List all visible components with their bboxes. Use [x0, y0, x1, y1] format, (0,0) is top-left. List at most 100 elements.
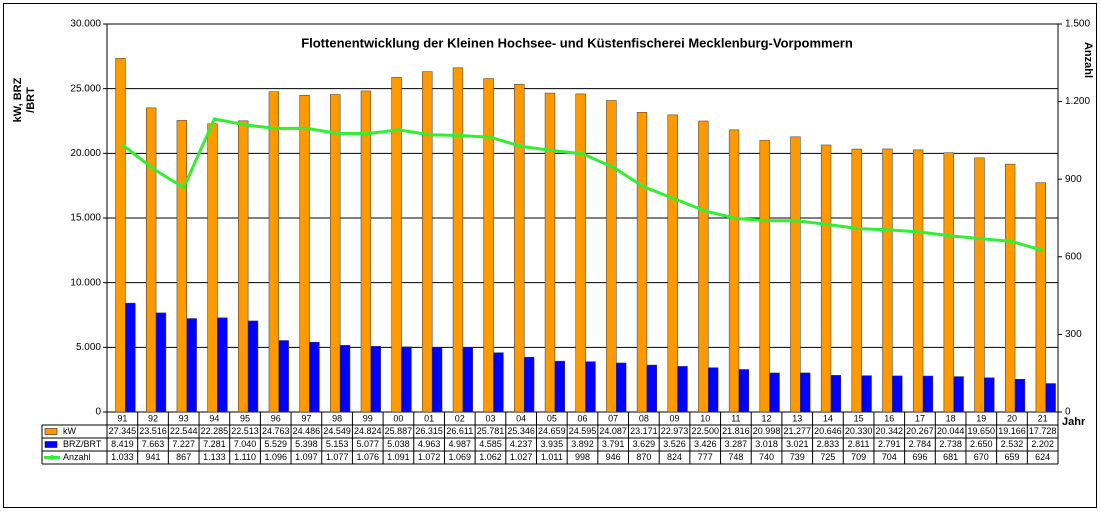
- table-value: 26.315: [415, 426, 443, 436]
- table-value: 681: [943, 452, 958, 462]
- x-tick-label: 15: [854, 413, 864, 423]
- x-tick-label: 07: [608, 413, 618, 423]
- bar: [943, 152, 954, 413]
- bar: [483, 78, 494, 413]
- table-value: 670: [974, 452, 989, 462]
- x-tick-label: 09: [670, 413, 680, 423]
- x-tick-label: 02: [455, 413, 465, 423]
- table-value: 5.038: [387, 439, 410, 449]
- bar: [820, 144, 832, 413]
- table-value: 1.096: [264, 452, 287, 462]
- bar: [1035, 182, 1046, 413]
- table-value: 2.532: [1001, 439, 1024, 449]
- bar: [677, 366, 688, 413]
- x-tick-label: 19: [976, 413, 986, 423]
- table-value: 946: [606, 452, 621, 462]
- y-tick-label: 20.000: [70, 148, 101, 159]
- table-value: 1.062: [479, 452, 502, 462]
- x-tick-label: 91: [117, 413, 127, 423]
- bar: [953, 376, 964, 413]
- x-tick-label: 12: [762, 413, 772, 423]
- table-value: 25.781: [477, 426, 505, 436]
- bar: [452, 67, 464, 413]
- bar: [575, 93, 586, 413]
- table-value: 25.887: [385, 426, 413, 436]
- table-value: 5.529: [264, 439, 287, 449]
- table-value: 3.892: [571, 439, 594, 449]
- table-value: 2.791: [878, 439, 901, 449]
- y2-tick-label: 1.500: [1065, 19, 1090, 30]
- table-value: 20.330: [845, 426, 873, 436]
- x-tick-label: 17: [915, 413, 925, 423]
- x-tick-label: 08: [639, 413, 649, 423]
- bar: [330, 94, 341, 413]
- x-tick-label: 03: [485, 413, 495, 423]
- table-value: 1.097: [295, 452, 318, 462]
- table-value: 24.824: [354, 426, 382, 436]
- table-value: 2.833: [817, 439, 840, 449]
- legend-key: [44, 428, 58, 435]
- bar: [391, 76, 402, 413]
- bar: [800, 372, 811, 413]
- table-value: 4.585: [479, 439, 502, 449]
- x-tick-label: 95: [240, 413, 250, 423]
- x-tick-label: 96: [271, 413, 281, 423]
- table-value: 725: [820, 452, 835, 462]
- table-value: 27.345: [109, 426, 137, 436]
- x-tick-label: 16: [884, 413, 894, 423]
- table-value: 17.728: [1029, 426, 1057, 436]
- table-value: 22.544: [170, 426, 198, 436]
- table-value: 1.069: [449, 452, 472, 462]
- table-value: 23.171: [630, 426, 658, 436]
- bar: [912, 149, 924, 413]
- table-value: 3.935: [541, 439, 564, 449]
- bar: [146, 107, 157, 413]
- table-value: 1.076: [356, 452, 379, 462]
- table-value: 22.500: [691, 426, 719, 436]
- table-value: 20.044: [937, 426, 965, 436]
- table-value: 22.285: [201, 426, 229, 436]
- table-value: 824: [667, 452, 682, 462]
- table-value: 4.237: [510, 439, 533, 449]
- x-tick-label: 14: [823, 413, 833, 423]
- legend-label: BRZ/BRT: [63, 439, 102, 449]
- bar: [1004, 163, 1016, 413]
- x-tick-label: 13: [792, 413, 802, 423]
- table-value: 3.287: [725, 439, 748, 449]
- table-value: 1.033: [111, 452, 134, 462]
- bar: [268, 91, 280, 413]
- bar: [125, 302, 136, 413]
- table-value: 998: [575, 452, 590, 462]
- table-value: 1.077: [326, 452, 349, 462]
- bar: [698, 120, 709, 413]
- x-axis-label: Jahr: [1062, 416, 1086, 428]
- x-tick-label: 01: [424, 413, 434, 423]
- x-tick-label: 00: [393, 413, 403, 423]
- table-value: 739: [790, 452, 805, 462]
- y-tick-label: 25.000: [70, 83, 101, 94]
- bar: [769, 372, 780, 413]
- table-value: 25.346: [507, 426, 535, 436]
- table-value: 1.110: [234, 452, 256, 462]
- table-value: 1.133: [203, 452, 226, 462]
- table-value: 20.646: [814, 426, 842, 436]
- x-tick-label: 20: [1007, 413, 1017, 423]
- x-tick-label: 06: [577, 413, 587, 423]
- table-value: 8.419: [111, 439, 134, 449]
- x-tick-label: 99: [363, 413, 373, 423]
- bar: [176, 120, 188, 413]
- table-value: 24.087: [599, 426, 627, 436]
- bar: [984, 377, 995, 413]
- table-value: 26.611: [446, 426, 473, 436]
- x-tick-label: 04: [516, 413, 526, 423]
- bar: [115, 58, 126, 413]
- table-value: 5.153: [326, 439, 349, 449]
- bar: [422, 71, 433, 413]
- table-value: 24.659: [538, 426, 566, 436]
- x-tick-label: 98: [332, 413, 342, 423]
- bar: [830, 375, 842, 413]
- table-value: 3.791: [602, 439, 625, 449]
- table-value: 23.516: [139, 426, 167, 436]
- legend-label: Anzahl: [63, 452, 91, 462]
